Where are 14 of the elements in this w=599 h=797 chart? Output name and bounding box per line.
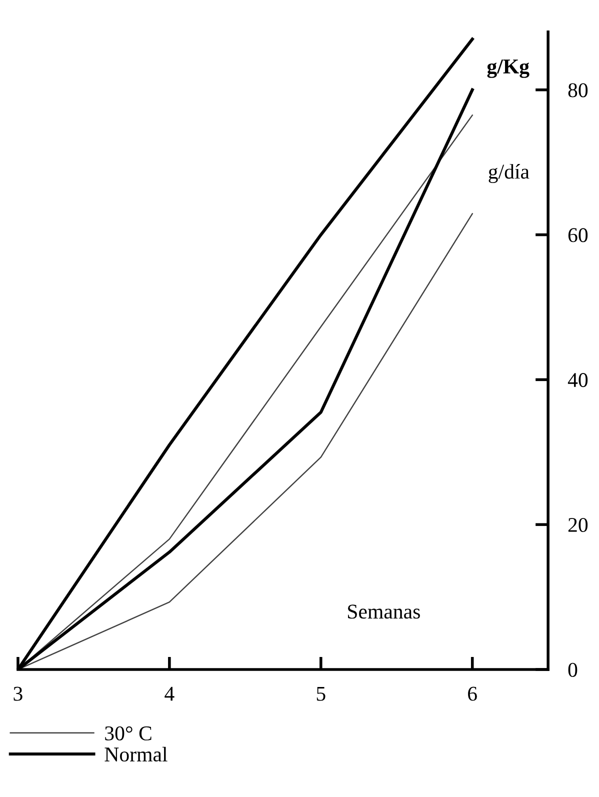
y-tick-label: 40 (568, 373, 588, 388)
x-axis-title: Semanas (348, 604, 420, 619)
y-tick-label: 20 (568, 518, 588, 532)
legend-label: Normal (104, 746, 168, 762)
x-tick-label: 6 (468, 686, 477, 701)
y-tick-label: 0 (568, 662, 578, 677)
y-axis-title: g/Kg (487, 60, 530, 78)
x-tick-label: 4 (164, 686, 174, 701)
x-tick-label: 5 (316, 686, 326, 701)
y-tick-label: 60 (568, 228, 588, 242)
annotation: g/día (488, 164, 530, 184)
y-tick-label: 80 (568, 83, 588, 98)
legend-label: 30° C (105, 726, 152, 740)
x-tick-label: 3 (14, 686, 22, 701)
